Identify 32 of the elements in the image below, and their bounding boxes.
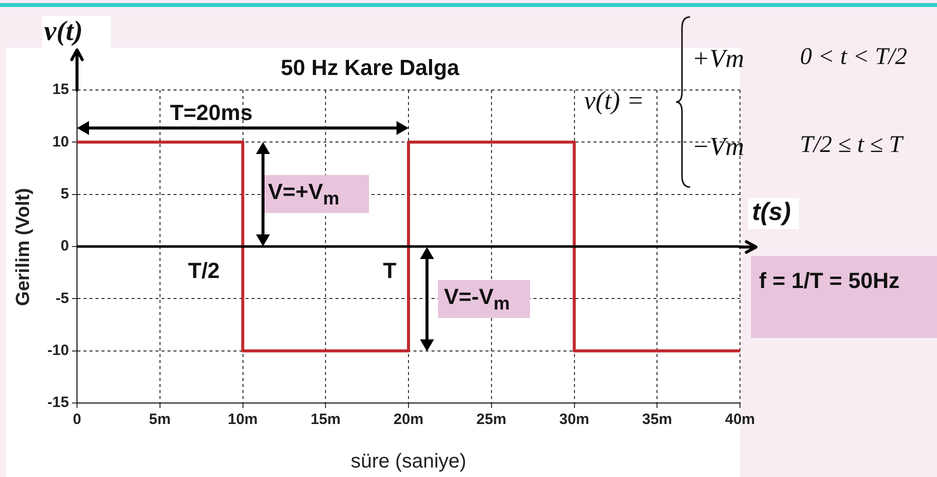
y-tick-label: 5 bbox=[60, 185, 69, 202]
x-tick-label: 10m bbox=[228, 411, 258, 428]
y-tick-label: -5 bbox=[56, 290, 69, 307]
x-tick-label: 0 bbox=[72, 411, 82, 428]
x-tick-label: 15m bbox=[310, 411, 341, 428]
x-tick-label: 30m bbox=[559, 411, 590, 428]
x-tick-label: 40m bbox=[724, 411, 756, 428]
x-tick-label: 35m bbox=[642, 411, 672, 428]
y-tick-label: 0 bbox=[60, 238, 69, 255]
chart-title: 50 Hz Kare Dalga bbox=[280, 55, 460, 81]
x-tick-label: 25m bbox=[476, 411, 506, 428]
annotation: v(t) = bbox=[584, 86, 644, 116]
text: T/2 ≤ t ≤ T bbox=[800, 132, 902, 159]
annotation: V=+V$_{m}$ bbox=[262, 175, 370, 214]
y-tick-label: 15 bbox=[52, 81, 69, 98]
y-tick-label: -10 bbox=[47, 342, 69, 359]
y-tick-label: -15 bbox=[47, 394, 69, 412]
text: f = 1/T = 50Hz bbox=[751, 256, 937, 338]
y-axis-title: Gerilim (Volt) bbox=[13, 188, 35, 306]
annotation: T/2 bbox=[188, 258, 220, 284]
annotation: V=-V$_{m}$ bbox=[438, 280, 530, 318]
text: +Vm bbox=[692, 44, 744, 74]
text: v(t) bbox=[42, 16, 111, 54]
x-axis-title: süre (saniye) bbox=[350, 450, 466, 474]
annotation: T=20ms bbox=[170, 100, 253, 126]
y-tick-label: 10 bbox=[52, 133, 69, 150]
x-tick-label: 5m bbox=[149, 411, 171, 428]
annotation: T bbox=[383, 258, 396, 284]
text: 0 < t < T/2 bbox=[800, 44, 908, 71]
text: t(s) bbox=[748, 198, 799, 229]
x-tick-label: 20m bbox=[393, 411, 424, 428]
annotation: −Vm bbox=[692, 132, 744, 162]
